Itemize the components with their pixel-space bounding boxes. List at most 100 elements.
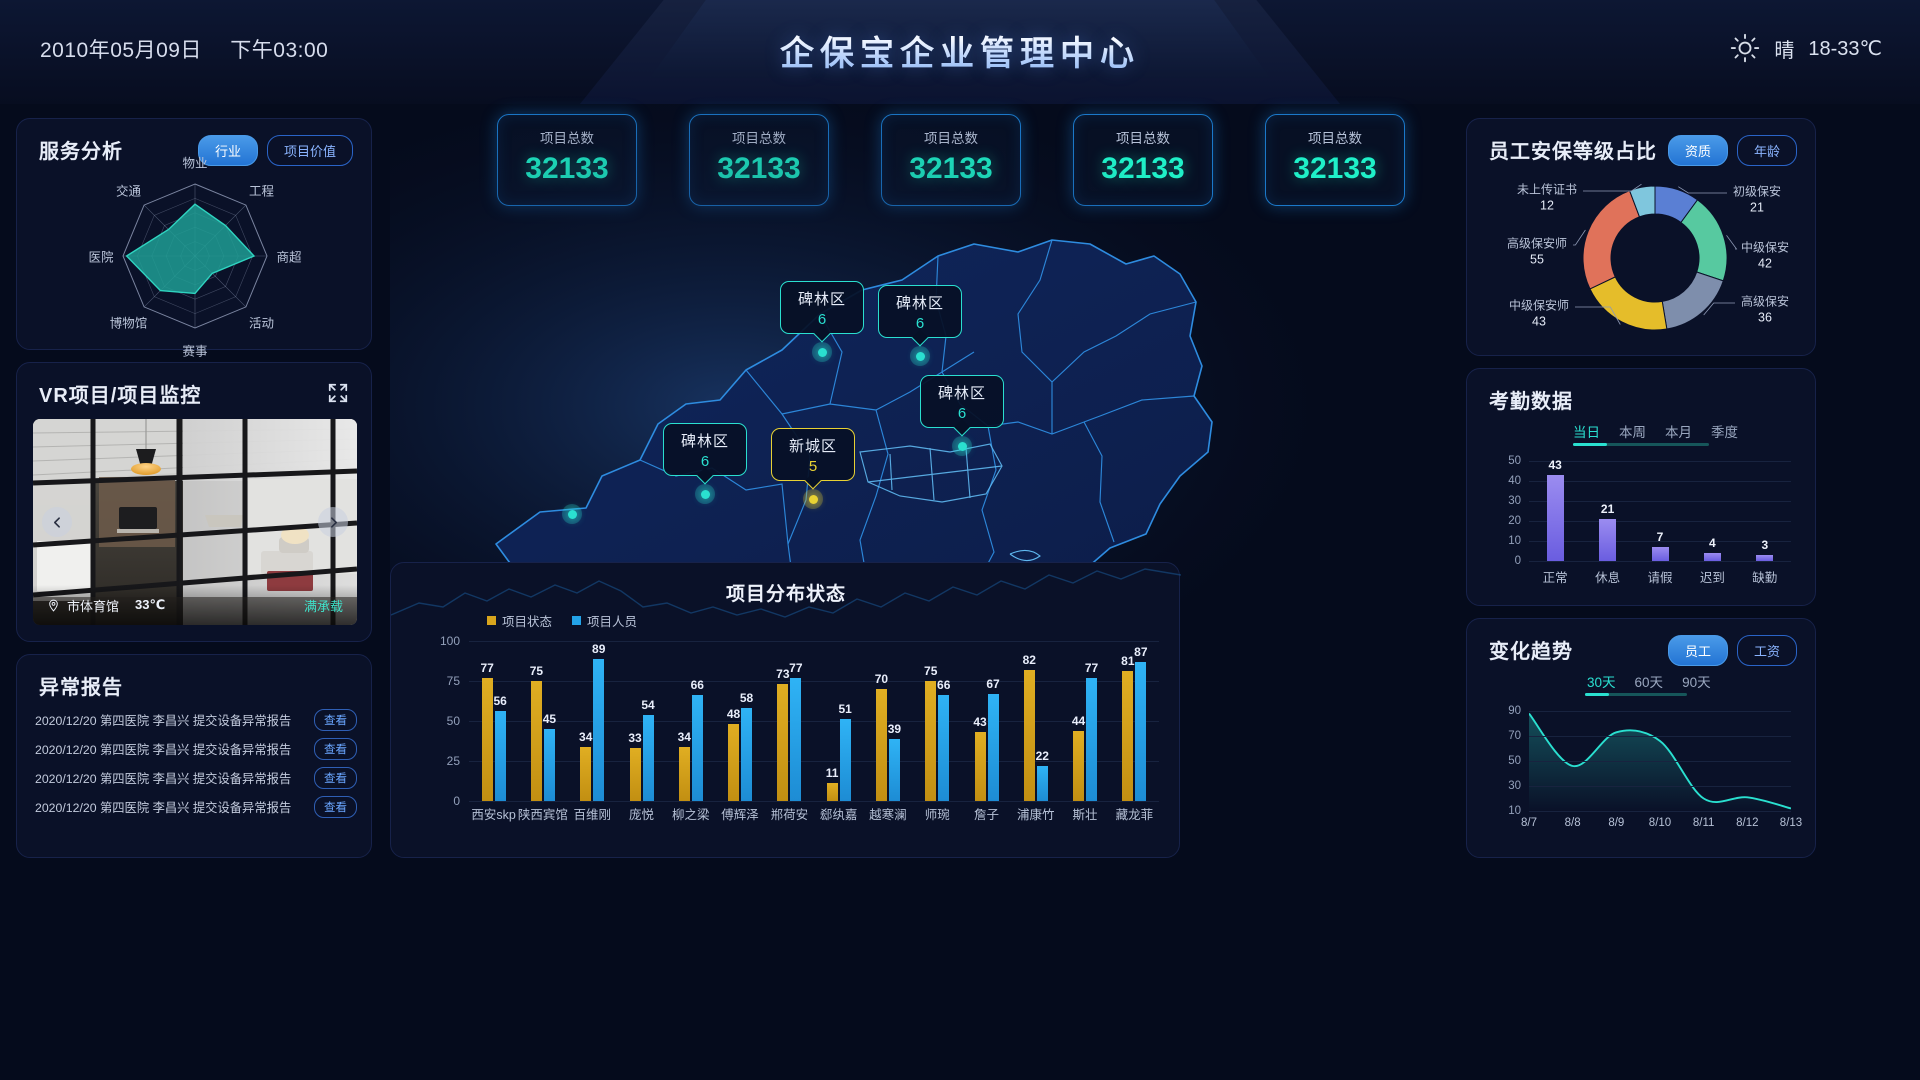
trend-tab[interactable]: 30天 (1587, 675, 1616, 690)
project-distribution-legend: 项目状态 项目人员 (487, 611, 637, 630)
weather-widget: 晴 18-33℃ (1730, 33, 1882, 63)
dist-bar-group: 43 67 詹子 (973, 641, 999, 822)
trend-tab[interactable]: 60天 (1634, 675, 1664, 690)
service-toggle-project-value[interactable]: 项目价值 (266, 135, 353, 166)
attendance-bar: 43 (1546, 458, 1564, 561)
sun-icon (1731, 33, 1760, 63)
trend-gridline (1529, 736, 1791, 737)
dist-bar-group: 82 22 浦康竹 (1017, 641, 1055, 822)
donut-label-value: 43 (1532, 314, 1546, 329)
dist-bar-status: 82 (1023, 653, 1036, 801)
trend-y-tick: 50 (1508, 755, 1521, 767)
dist-bar-status: 34 (579, 730, 592, 801)
report-view-button[interactable]: 查看 (314, 708, 357, 731)
trend-gridline (1529, 786, 1791, 787)
donut-toggle-qualification[interactable]: 资质 (1667, 135, 1728, 166)
attendance-tab-track (1573, 443, 1709, 446)
vr-prev-button[interactable] (42, 507, 72, 537)
radar-axis-label-8: 交通 (116, 184, 142, 199)
dist-bar-group: 44 77 斯壮 (1072, 641, 1099, 822)
attendance-bar-value: 7 (1656, 530, 1664, 544)
attendance-y-tick: 40 (1508, 475, 1521, 487)
datetime-display: 2010年05月09日 下午03:00 (40, 34, 328, 64)
map-marker-dot (812, 342, 832, 362)
dist-category-label: 百维刚 (573, 808, 611, 822)
dist-bar-value: 87 (1134, 644, 1148, 659)
attendance-bar: 21 (1599, 502, 1617, 561)
map-marker-dot (803, 489, 823, 509)
map-marker-tooltip: 碑林区 6 (919, 375, 1005, 428)
map-marker-tooltip: 碑林区 6 (877, 285, 963, 338)
dist-bar-people: 87 (1134, 645, 1148, 801)
dist-bar-people: 58 (740, 691, 753, 801)
radar-svg (122, 183, 268, 329)
donut-toggle-age[interactable]: 年龄 (1736, 135, 1797, 166)
dist-bar-status: 48 (727, 707, 740, 801)
report-view-button[interactable]: 查看 (314, 737, 357, 760)
attendance-gridline (1529, 481, 1791, 482)
location-pin-icon (49, 599, 58, 612)
attendance-tab[interactable]: 本周 (1619, 425, 1646, 440)
map-marker-name: 碑林区 (895, 295, 945, 312)
dist-bar-group: 70 39 越寒澜 (869, 641, 907, 822)
trend-x-tick: 8/10 (1648, 817, 1672, 829)
dist-legend-item[interactable]: 项目人员 (572, 611, 637, 630)
attendance-bar-chart: 0 10 20 30 40 50 43 正常 21 休息 7 请假 4 迟到 3 缺勤 (1508, 455, 1791, 585)
dist-bar-group: 77 56 西安skp (471, 641, 515, 822)
map-dot-marker (562, 504, 582, 524)
dist-bar-value: 56 (493, 694, 507, 709)
dist-legend-label: 项目状态 (502, 615, 553, 629)
dist-bar-people: 45 (543, 712, 556, 801)
vr-viewport[interactable]: 市体育馆 33℃ 满承载 (33, 419, 357, 625)
trend-tab[interactable]: 90天 (1682, 675, 1711, 690)
attendance-category-label: 迟到 (1699, 571, 1725, 585)
dist-bar-value: 33 (628, 731, 642, 746)
dist-bar-value: 11 (825, 766, 839, 781)
radar-axis-label-5: 赛事 (182, 344, 208, 359)
donut-slice-label: 高级保安 36 (1741, 293, 1789, 326)
trend-toggle-employee[interactable]: 员工 (1667, 635, 1728, 666)
report-view-button[interactable]: 查看 (314, 795, 357, 818)
report-row-text: 2020/12/20 第四医院 李昌兴 提交设备异常报告 (35, 771, 292, 786)
service-toggle-group: 行业 项目价值 (197, 135, 353, 166)
donut-label-value: 42 (1758, 256, 1772, 271)
dist-category-label: 藏龙菲 (1115, 808, 1154, 822)
attendance-gridline (1529, 501, 1791, 502)
dist-legend-label: 项目人员 (587, 615, 638, 629)
dist-bar-value: 77 (1084, 660, 1099, 675)
map-marker-tooltip: 新城区 5 (770, 428, 856, 481)
attendance-tab[interactable]: 当日 (1573, 425, 1600, 440)
attendance-tab[interactable]: 本月 (1665, 425, 1692, 440)
vr-info-bar: 市体育馆 33℃ 满承载 (33, 585, 357, 625)
attendance-bar-value: 3 (1761, 538, 1769, 552)
dist-bar-group: 34 89 百维刚 (573, 641, 611, 822)
dist-bar-people: 54 (641, 698, 655, 801)
vr-next-button[interactable] (318, 507, 348, 537)
report-view-button[interactable]: 查看 (314, 766, 357, 789)
attendance-bar: 4 (1703, 536, 1721, 561)
dist-y-tick: 100 (439, 634, 460, 648)
trend-toggle-salary[interactable]: 工资 (1736, 635, 1797, 666)
attendance-bar: 3 (1756, 538, 1774, 561)
report-row-text: 2020/12/20 第四医院 李昌兴 提交设备异常报告 (35, 800, 292, 815)
donut-label-name: 未上传证书 (1516, 182, 1577, 197)
attendance-tab[interactable]: 季度 (1711, 425, 1738, 440)
service-toggle-industry[interactable]: 行业 (197, 135, 258, 166)
security-level-panel: 员工安保等级占比 资质 年龄 初级保安 21 中级保安 42 高级保安 36 中级保安师 43… (1466, 118, 1816, 356)
dist-y-tick: 50 (446, 714, 460, 728)
map-marker-tooltip: 碑林区 6 (779, 281, 865, 334)
trend-gridline (1529, 711, 1791, 712)
expand-icon[interactable] (327, 382, 349, 404)
dist-legend-item[interactable]: 项目状态 (487, 611, 552, 630)
trend-gridline (1529, 761, 1791, 762)
report-row: 2020/12/20 第四医院 李昌兴 提交设备异常报告 查看 (35, 705, 357, 734)
weather-temperature: 18-33℃ (1808, 37, 1882, 60)
dist-category-label: 柳之梁 (672, 808, 710, 822)
dist-bar-group: 34 66 柳之梁 (672, 641, 710, 822)
radar-axis-label-6: 博物馆 (109, 316, 148, 331)
project-distribution-title: 项目分布状态 (725, 584, 846, 605)
dist-bar-group: 48 58 傅辉泽 (721, 641, 759, 822)
donut-label-value: 36 (1758, 310, 1772, 325)
donut-slice-label: 中级保安 42 (1741, 239, 1789, 272)
dist-y-tick: 25 (446, 754, 460, 768)
